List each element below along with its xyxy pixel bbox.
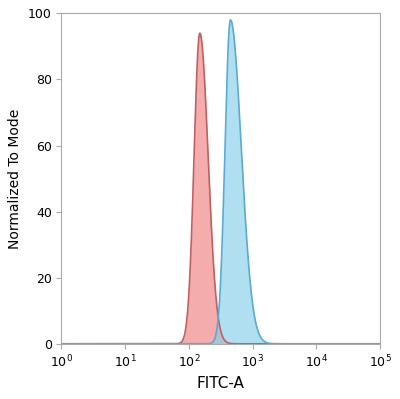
- Y-axis label: Normalized To Mode: Normalized To Mode: [8, 109, 22, 249]
- X-axis label: FITC-A: FITC-A: [197, 376, 245, 391]
